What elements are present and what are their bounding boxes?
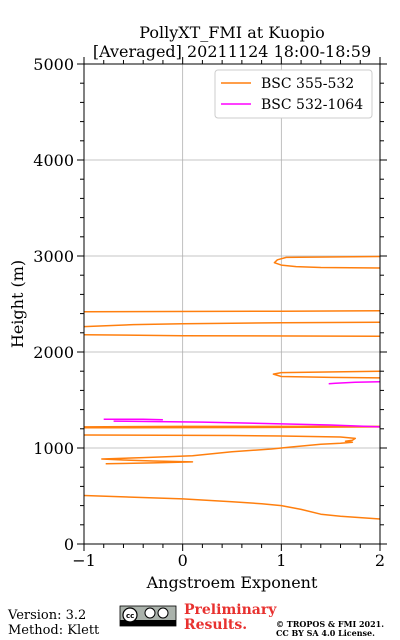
plot-frame [83, 63, 381, 545]
y-tick-label: 1000 [33, 439, 74, 458]
x-tick-label: 1 [276, 551, 286, 570]
legend-box [214, 69, 373, 119]
svg-text:cc: cc [126, 612, 134, 620]
chart-title-line1: PollyXT_FMI at Kuopio [139, 23, 325, 42]
x-axis-label: Angstroem Exponent [146, 573, 318, 592]
series-lines [83, 255, 381, 520]
preliminary-text: Preliminary [184, 602, 277, 618]
y-axis-label: Height (m) [8, 260, 27, 348]
y-tick-label: 5000 [33, 55, 74, 74]
grid [83, 63, 381, 545]
y-tick-label: 3000 [33, 247, 74, 266]
y-tick-label: 0 [64, 535, 74, 554]
y-tick-label: 4000 [33, 151, 74, 170]
legend-label-bsc-355-532: BSC 355-532 [261, 76, 354, 92]
results-text: Results. [184, 617, 247, 633]
copyright-text: © TROPOS & FMI 2021. [276, 619, 384, 629]
legend: BSC 355-532 BSC 532-1064 [214, 69, 373, 119]
version-text: Version: 3.2 [7, 608, 86, 623]
x-tick-label: 0 [178, 551, 188, 570]
series-line-bsc-355-532 [83, 255, 381, 520]
legend-label-bsc-532-1064: BSC 532-1064 [261, 97, 363, 113]
method-text: Method: Klett [8, 623, 100, 638]
cc-by-sa-icon: cc [119, 605, 177, 627]
chart-title-line2: [Averaged] 20211124 18:00-18:59 [93, 42, 371, 61]
license-text: CC BY SA 4.0 License. [276, 628, 375, 638]
series-line-bsc-532-1064 [103, 381, 381, 428]
y-tick-label: 2000 [33, 343, 74, 362]
x-tick-label: 2 [375, 551, 385, 570]
x-tick-label: −1 [72, 551, 96, 570]
